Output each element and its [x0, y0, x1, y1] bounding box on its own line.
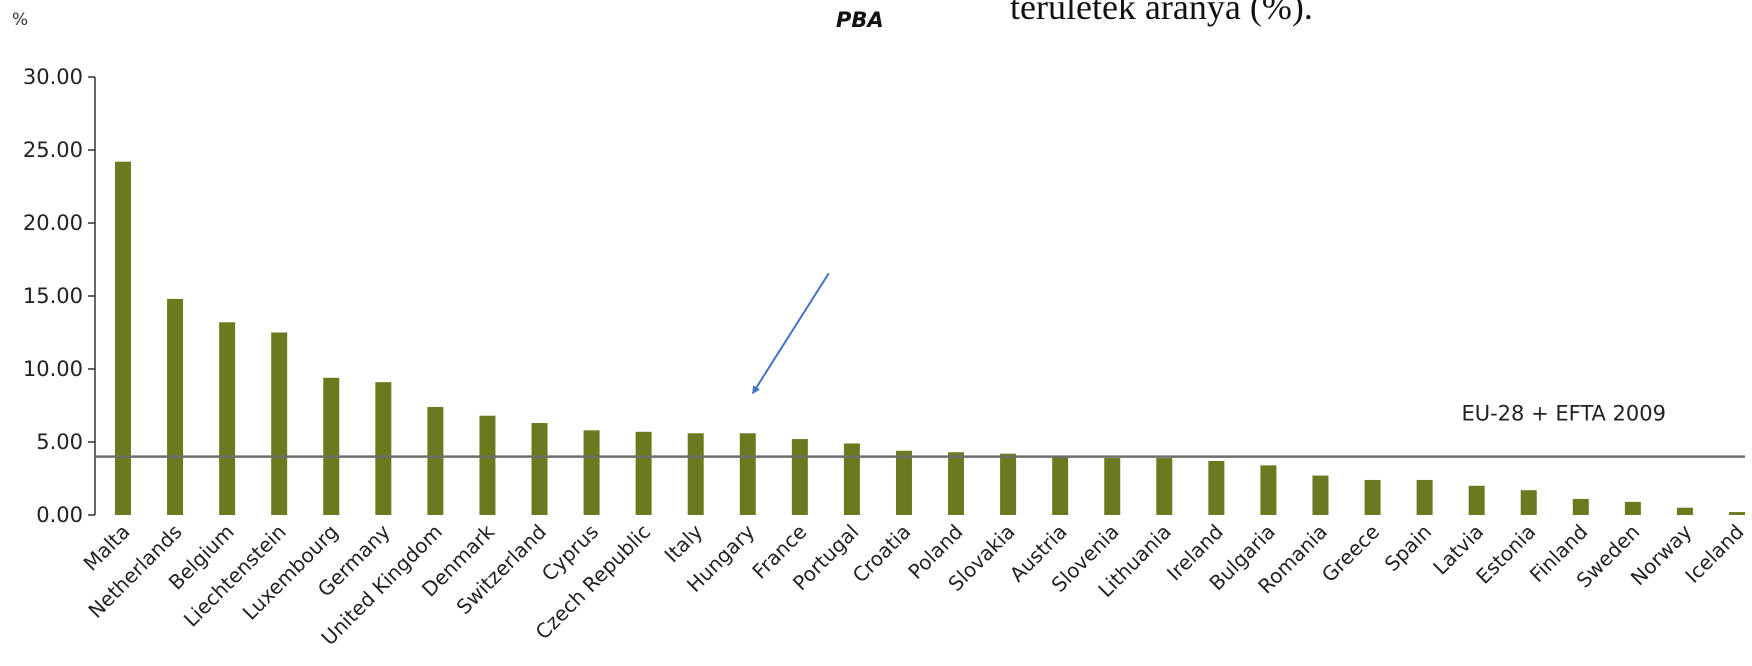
chart-title: PBA: [836, 8, 884, 32]
bar: [1000, 453, 1017, 515]
bar: [1052, 456, 1069, 515]
y-tick-label: 5.00: [36, 430, 83, 454]
bar: [1572, 498, 1589, 515]
y-axis-unit: %: [12, 10, 29, 30]
annotation-group: [751, 272, 830, 395]
bar: [635, 431, 652, 515]
bar: [843, 443, 860, 515]
bar: [323, 377, 340, 515]
bar: [1364, 479, 1381, 515]
y-tick-label: 30.00: [23, 65, 83, 89]
bar: [115, 161, 131, 515]
x-tick-label: Iceland: [1680, 520, 1748, 588]
x-tick-label: Spain: [1380, 520, 1436, 576]
bar: [531, 423, 548, 515]
bar: [1624, 501, 1641, 515]
y-axis: 0.00 5.00 10.00 15.00 20.00 25.00 30.00: [23, 65, 96, 527]
bar: [895, 450, 912, 515]
bar: [167, 298, 184, 515]
bars-group: [115, 161, 1745, 515]
bar: [948, 452, 965, 515]
annotation-arrow: [751, 272, 830, 395]
y-tick-label: 20.00: [23, 211, 83, 235]
bar: [583, 430, 600, 515]
bar: [1208, 460, 1225, 515]
bar: [375, 382, 392, 515]
bar: [739, 433, 756, 515]
y-tick-label: 10.00: [23, 357, 83, 381]
bar: [1260, 465, 1277, 515]
bar: [271, 332, 288, 515]
reference-line-label: EU-28 + EFTA 2009: [1461, 402, 1666, 426]
y-tick-label: 15.00: [23, 284, 83, 308]
cropped-heading-text: területek aránya (%).: [1010, 0, 1313, 27]
reference-line-group: EU-28 + EFTA 2009: [95, 402, 1745, 458]
x-tick-label: Greece: [1317, 520, 1384, 587]
bar: [1104, 458, 1121, 515]
bar: [479, 415, 496, 515]
bar: [1312, 475, 1329, 515]
x-tick-label: Italy: [660, 519, 708, 567]
bar: [1416, 479, 1433, 515]
x-tick-label: Croatia: [848, 520, 916, 588]
bar: [427, 406, 444, 515]
x-axis-labels: MaltaNetherlandsBelgiumLiechtensteinLuxe…: [79, 519, 1749, 650]
y-tick-label: 25.00: [23, 138, 83, 162]
bar: [219, 322, 236, 515]
y-tick-label: 0.00: [36, 503, 83, 527]
bar: [1468, 485, 1485, 515]
bar: [1676, 507, 1693, 515]
bar: [1156, 458, 1173, 515]
bar: [791, 439, 808, 515]
bar: [1520, 490, 1537, 515]
bar: [687, 433, 704, 515]
bar: [1729, 512, 1745, 515]
